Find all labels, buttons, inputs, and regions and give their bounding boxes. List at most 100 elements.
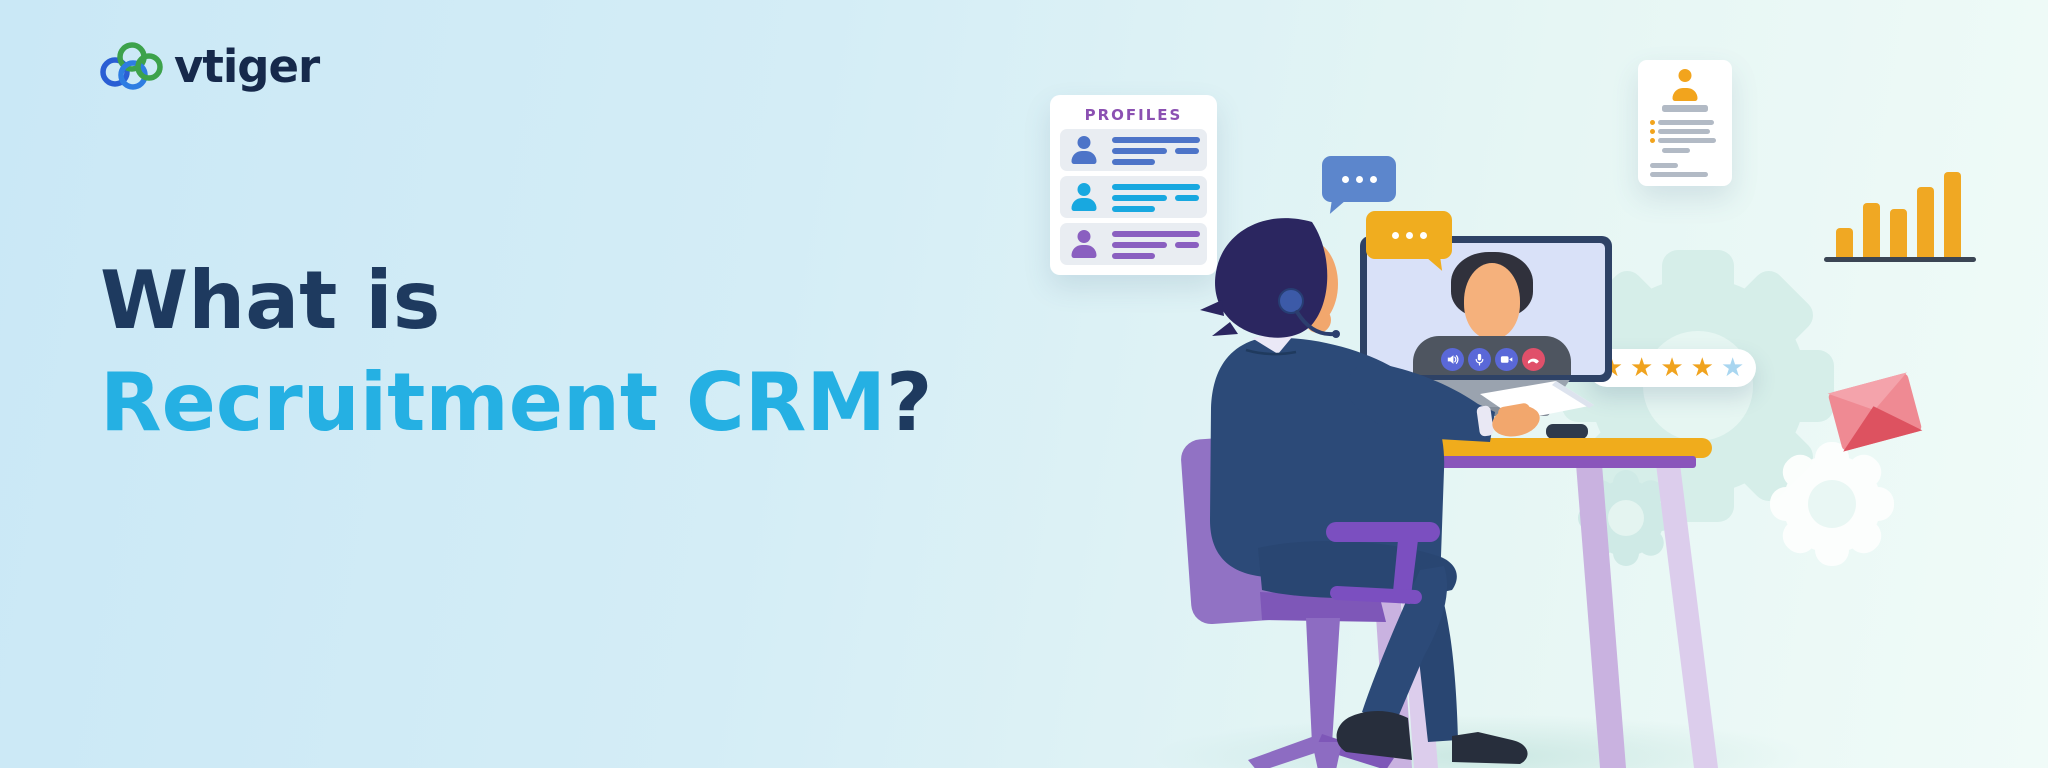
resume-line xyxy=(1658,138,1716,143)
star-filled-icon: ★ xyxy=(1690,353,1714,383)
bubble-dot xyxy=(1419,231,1427,239)
desk-leg xyxy=(1656,464,1718,768)
resume-line xyxy=(1662,148,1690,153)
resume-card xyxy=(1638,60,1732,186)
headset-mic-boom xyxy=(1295,310,1336,337)
person-body xyxy=(1071,245,1097,258)
person-head xyxy=(1077,136,1091,149)
star-filled-icon: ★ xyxy=(1660,353,1684,383)
resume-name-bar xyxy=(1662,105,1708,112)
speaker-icon xyxy=(1441,348,1464,371)
chart-bar xyxy=(1944,172,1961,257)
recruiter-arm xyxy=(1347,362,1495,442)
text-line-bar xyxy=(1175,242,1199,248)
envelope-icon xyxy=(1827,372,1923,452)
person-body xyxy=(1071,151,1097,164)
computer-mouse xyxy=(1546,424,1588,439)
vtiger-logo: vtiger xyxy=(98,40,320,93)
bullet-square xyxy=(1650,120,1655,125)
chart-bar xyxy=(1863,203,1880,257)
text-line-bar xyxy=(1112,137,1200,143)
chair-base-leg xyxy=(1312,742,1342,768)
chart-bar xyxy=(1836,228,1853,257)
bubble-dot xyxy=(1355,175,1363,183)
bar-chart xyxy=(1824,166,1976,262)
mic-icon xyxy=(1468,348,1491,371)
page-title: What is Recruitment CRM? xyxy=(100,250,932,453)
desk-leg xyxy=(1576,464,1626,768)
text-line-bar xyxy=(1112,206,1155,212)
bubble-dot xyxy=(1405,231,1413,239)
bubble-dot xyxy=(1369,175,1377,183)
text-line-bar xyxy=(1112,148,1167,154)
recruiter-hair xyxy=(1215,218,1328,338)
text-line-bar xyxy=(1112,242,1167,248)
chair-armrest-bracket xyxy=(1330,585,1422,605)
profiles-card-title: PROFILES xyxy=(1084,106,1183,124)
chart-bar xyxy=(1917,187,1934,257)
text-line-bar xyxy=(1112,253,1155,259)
text-line-bar xyxy=(1175,195,1199,201)
profile-row xyxy=(1060,176,1207,218)
resume-person-icon xyxy=(1669,68,1701,102)
gear-white-icon xyxy=(1770,442,1894,566)
speech-bubble-yellow xyxy=(1366,211,1452,259)
text-line-bar xyxy=(1112,184,1200,190)
person-icon xyxy=(1069,229,1099,259)
candidate-face xyxy=(1464,263,1520,339)
resume-line xyxy=(1650,163,1678,168)
chair-armrest xyxy=(1326,522,1440,542)
shirt-cuff xyxy=(1476,405,1494,437)
headset-mic-tip xyxy=(1332,330,1340,338)
person-head xyxy=(1678,69,1692,82)
profile-row xyxy=(1060,129,1207,171)
person-body xyxy=(1071,198,1097,211)
bullet-square xyxy=(1650,129,1655,134)
chair-base-leg xyxy=(1248,734,1330,768)
person-icon xyxy=(1069,135,1099,165)
title-line-1: What is xyxy=(100,254,441,347)
recruiter-shoe xyxy=(1336,711,1412,760)
video-call-screen xyxy=(1367,243,1605,375)
chart-bar xyxy=(1890,209,1907,257)
text-line-bar xyxy=(1112,195,1167,201)
rating-pill: ★★★★★ xyxy=(1588,349,1756,387)
star-empty-icon: ★ xyxy=(1720,353,1745,383)
call-controls xyxy=(1441,348,1545,371)
person-head xyxy=(1077,230,1091,243)
text-line-bar xyxy=(1175,148,1199,154)
person-body xyxy=(1672,88,1698,101)
logo-ring-blue-left xyxy=(100,56,130,87)
recruiter-leg xyxy=(1362,566,1448,722)
chair-armrest-support xyxy=(1392,540,1418,604)
star-filled-icon: ★ xyxy=(1630,353,1654,383)
profile-row xyxy=(1060,223,1207,265)
candidate-shirt xyxy=(1413,336,1571,375)
paper-edge xyxy=(1552,381,1594,408)
person-icon xyxy=(1069,182,1099,212)
bubble-dot xyxy=(1341,175,1349,183)
chart-baseline xyxy=(1824,257,1976,262)
resume-line xyxy=(1658,129,1710,134)
bubble-dots xyxy=(1341,175,1377,183)
monitor xyxy=(1360,236,1612,382)
logo-ring-green-right xyxy=(135,52,163,81)
logo-text: vtiger xyxy=(174,40,320,93)
chart-bars xyxy=(1836,172,1961,257)
bullet-square xyxy=(1650,138,1655,143)
camera-icon xyxy=(1495,348,1518,371)
bubble-dots xyxy=(1391,231,1427,239)
recruiter-shoe xyxy=(1452,732,1528,764)
chair-column xyxy=(1306,618,1340,744)
jacket-seam xyxy=(1245,348,1297,356)
recruiter-fingers xyxy=(1498,403,1531,420)
recruiter-hair xyxy=(1200,300,1224,316)
headset-icon xyxy=(1278,288,1304,314)
resume-line xyxy=(1650,172,1708,177)
profiles-card: PROFILES xyxy=(1050,95,1217,275)
end-call-icon xyxy=(1522,348,1545,371)
recruiter-hair xyxy=(1212,322,1238,336)
speech-bubble-blue xyxy=(1322,156,1396,202)
text-line-bar xyxy=(1112,159,1155,165)
